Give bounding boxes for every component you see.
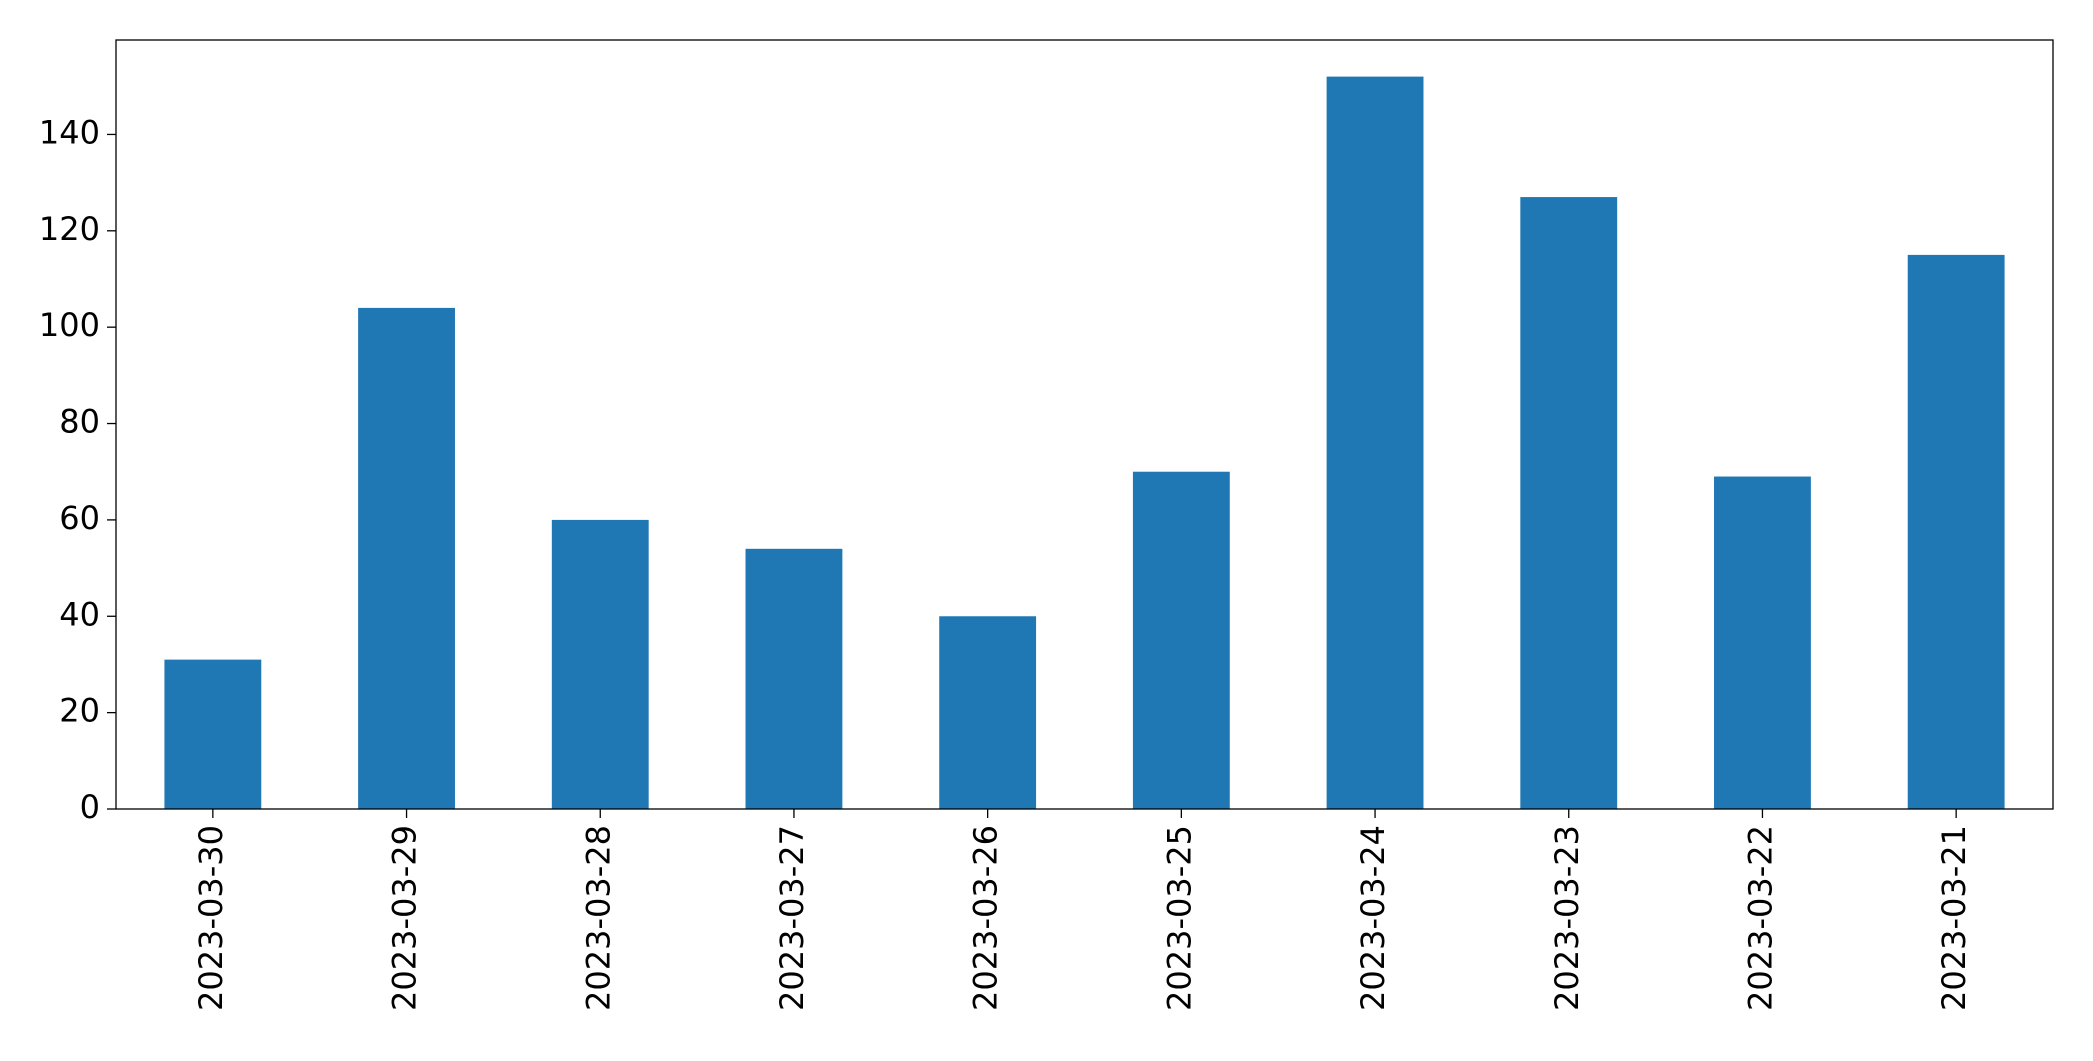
bar xyxy=(1520,197,1618,810)
x-tick-label: 2023-03-28 xyxy=(579,825,617,1011)
y-tick-label: 120 xyxy=(39,210,100,248)
bar xyxy=(1714,476,1811,809)
bar xyxy=(745,548,843,809)
x-tick-label: 2023-03-22 xyxy=(1741,825,1779,1011)
y-tick-label: 40 xyxy=(59,595,100,633)
x-tick-label: 2023-03-26 xyxy=(967,825,1005,1011)
x-tick-label: 2023-03-21 xyxy=(1935,825,1973,1011)
y-tick-label: 100 xyxy=(39,306,100,344)
plot-frame xyxy=(115,39,2054,810)
y-tick-label: 80 xyxy=(59,403,100,441)
y-tick-label: 20 xyxy=(59,692,100,730)
y-tick-label: 0 xyxy=(80,788,100,826)
x-tick-label: 2023-03-23 xyxy=(1548,825,1586,1011)
bar xyxy=(1326,76,1424,810)
bar xyxy=(164,659,262,809)
x-tick-label: 2023-03-27 xyxy=(773,825,811,1011)
bar xyxy=(1907,254,2005,809)
bar xyxy=(551,519,649,809)
y-tick-label: 140 xyxy=(39,113,100,151)
x-tick-label: 2023-03-24 xyxy=(1354,825,1392,1011)
x-tick-label: 2023-03-30 xyxy=(192,825,230,1011)
bar xyxy=(939,616,1037,809)
y-tick-label: 60 xyxy=(59,499,100,537)
x-tick-label: 2023-03-29 xyxy=(386,825,424,1011)
bar xyxy=(1132,471,1230,809)
x-tick-label: 2023-03-25 xyxy=(1160,825,1198,1011)
bar xyxy=(358,307,455,809)
